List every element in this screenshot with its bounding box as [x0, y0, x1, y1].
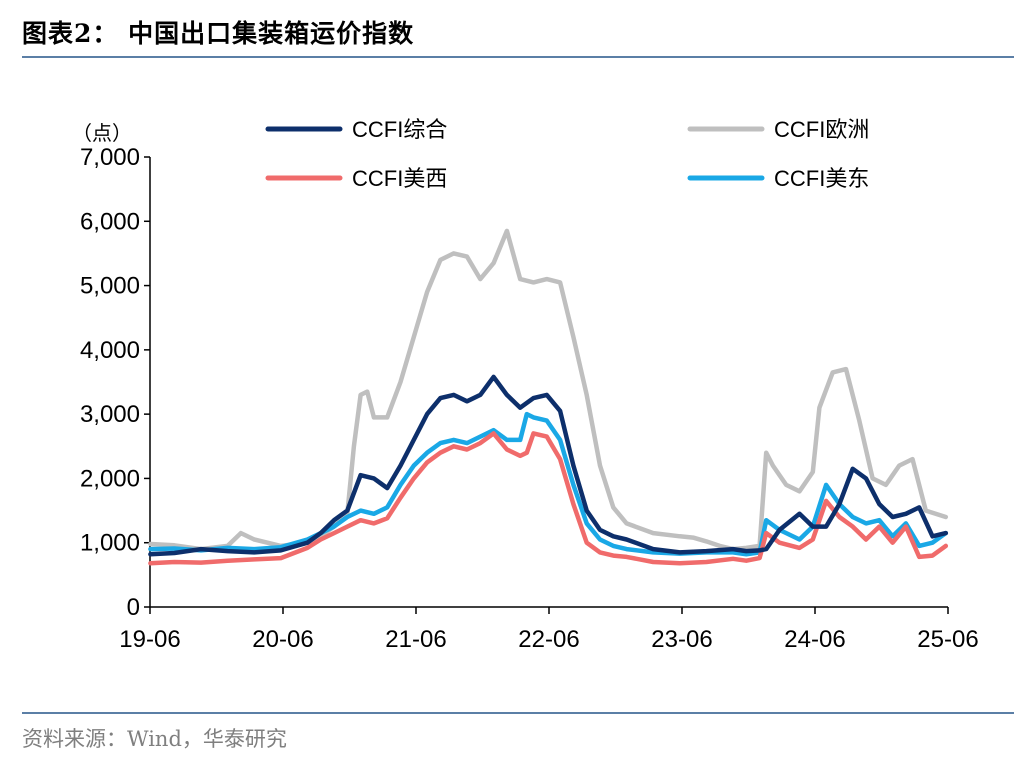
- y-tick-label: 2,000: [80, 465, 140, 492]
- chart-legend: CCFI综合 CCFI欧洲 CCFI美西 CCFI美东: [265, 117, 869, 191]
- y-tick-label: 0: [127, 594, 140, 621]
- y-tick-label: 3,000: [80, 401, 140, 428]
- x-tick-label: 22-06: [518, 626, 579, 653]
- series-line: [148, 431, 949, 566]
- series-line: [148, 411, 949, 557]
- y-tick-label: 1,000: [80, 530, 140, 557]
- legend-label: CCFI欧洲: [774, 117, 869, 142]
- series-line: [148, 374, 949, 557]
- y-tick-label: 5,000: [80, 273, 140, 300]
- legend-label: CCFI综合: [352, 117, 447, 142]
- x-tick-label: 25-06: [917, 626, 978, 653]
- line-chart: 0 1,000 2,000 3,000 4,000 5,000 6,000 7,000 19-0…: [72, 117, 979, 653]
- x-tick-label: 24-06: [784, 626, 845, 653]
- y-tick-label: 4,000: [80, 337, 140, 364]
- figure-title: 图表2： 中国出口集装箱运价指数: [22, 19, 415, 48]
- title-divider: [22, 56, 1014, 58]
- legend-label: CCFI美西: [352, 166, 447, 191]
- chart-axes: 0 1,000 2,000 3,000 4,000 5,000 6,000 7,000 19-0…: [80, 144, 979, 653]
- source-note: 资料来源：Wind，华泰研究: [22, 727, 287, 751]
- y-tick-label: 7,000: [80, 144, 140, 171]
- source-divider: [22, 712, 1014, 714]
- x-tick-label: 21-06: [385, 626, 446, 653]
- x-tick-label: 19-06: [119, 626, 180, 653]
- legend-label: CCFI美东: [774, 166, 869, 191]
- x-tick-label: 20-06: [252, 626, 313, 653]
- y-tick-label: 6,000: [80, 208, 140, 235]
- x-tick-label: 23-06: [651, 626, 712, 653]
- chart-series: [148, 228, 949, 566]
- y-axis-unit: （点）: [72, 121, 132, 145]
